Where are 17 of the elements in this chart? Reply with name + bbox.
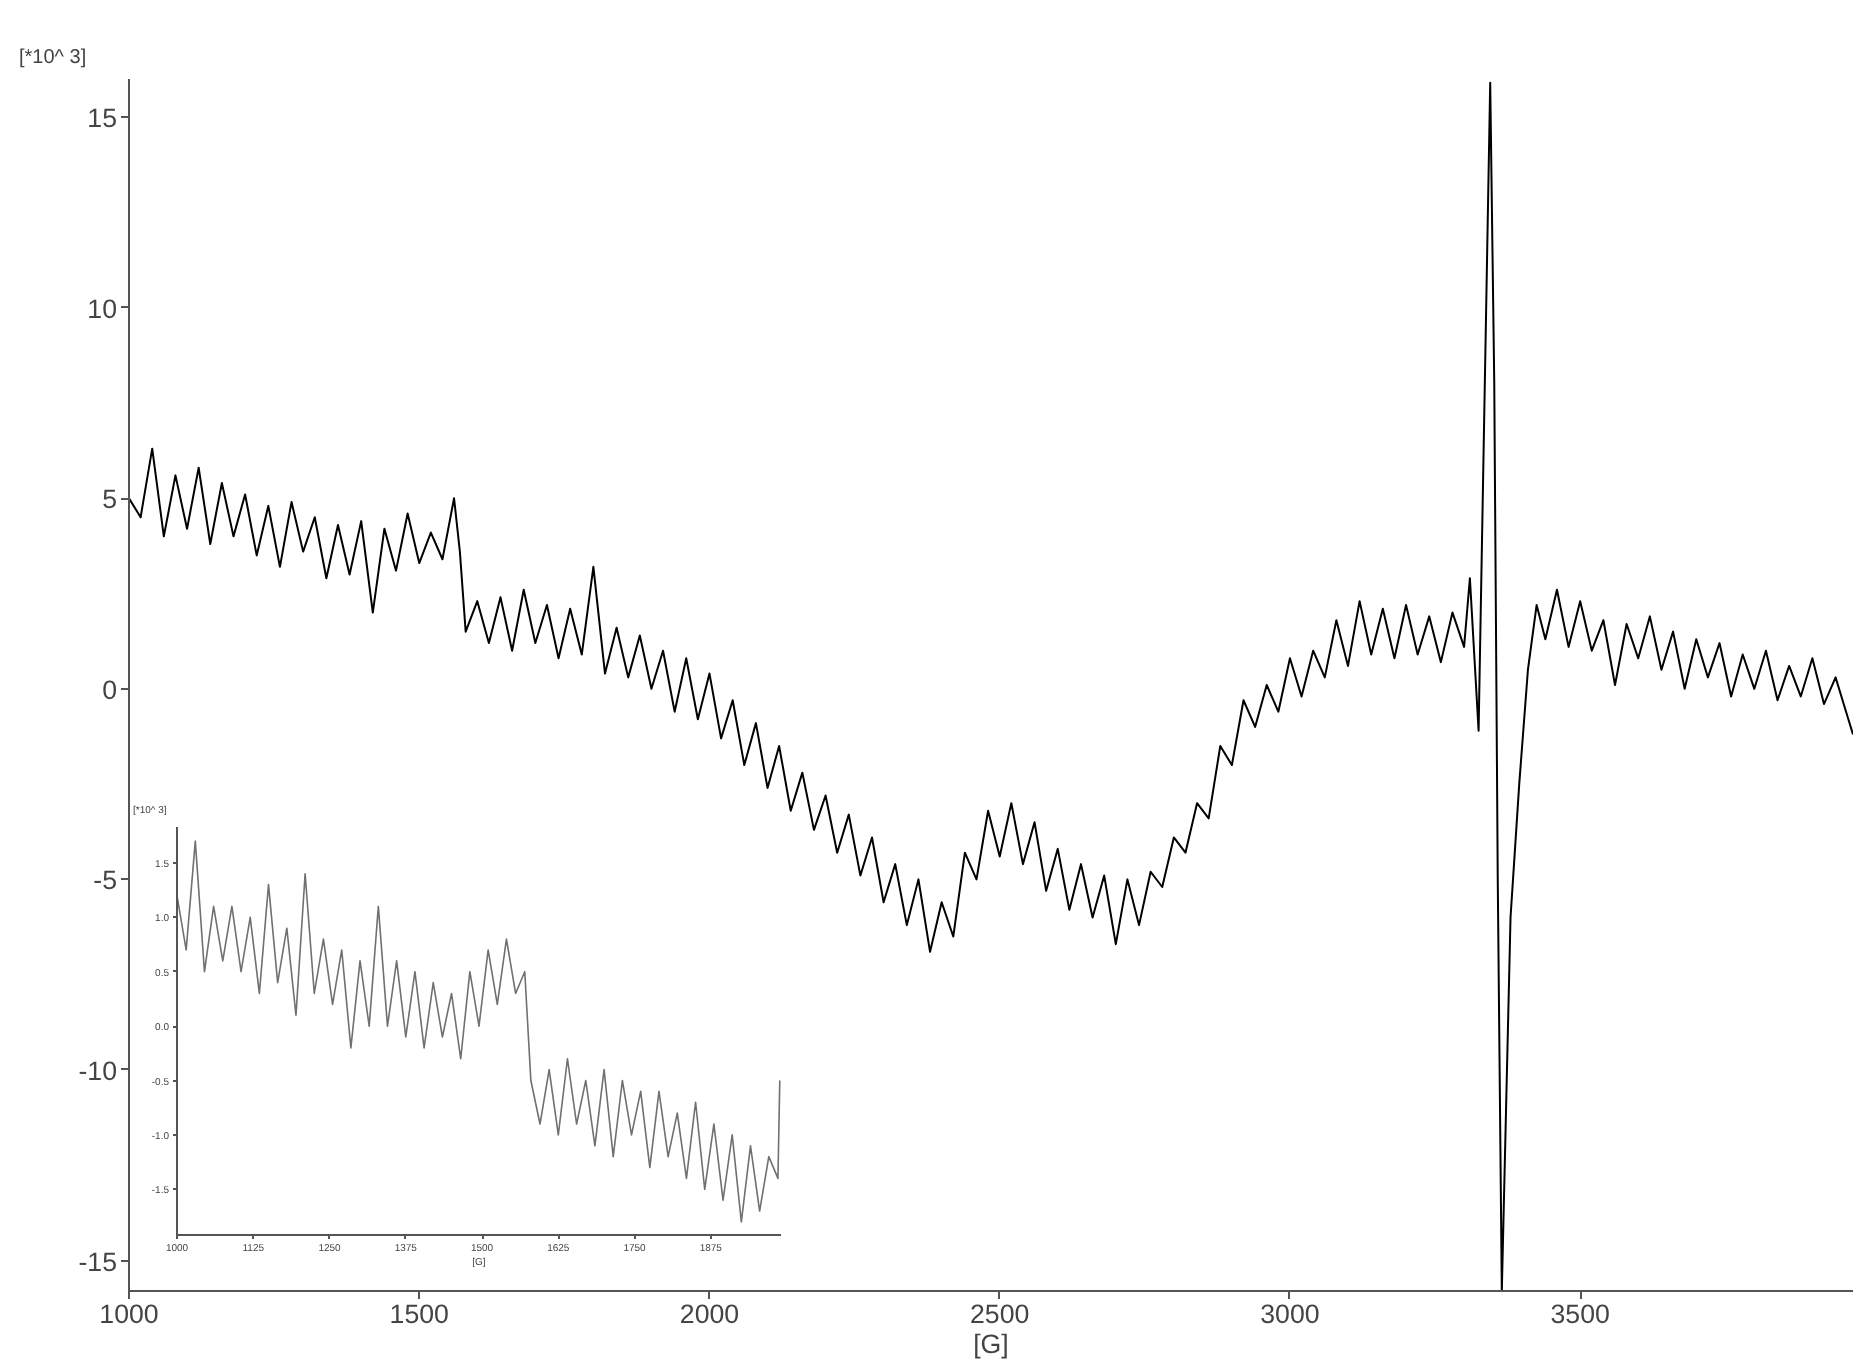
y-tick-label: -15 [78, 1246, 117, 1277]
x-tick-label: 2000 [679, 1299, 740, 1329]
x-tick-label: 2500 [970, 1299, 1030, 1329]
x-tick-label: 1000 [99, 1299, 159, 1329]
line-series [177, 840, 781, 1223]
y-tick-label: -5 [93, 865, 118, 896]
y-tick-label: 5 [102, 484, 118, 515]
y-axis-title: [*10^ 3] [19, 47, 87, 69]
line-series [129, 81, 1853, 1291]
x-axis-title: [G] [973, 1329, 1009, 1359]
x-tick-label: 1500 [389, 1299, 449, 1329]
x-tick-label: 3000 [1260, 1299, 1320, 1329]
y-tick-label: 0 [102, 674, 118, 705]
y-tick-label: 15 [87, 103, 118, 134]
x-tick-label: 3500 [1550, 1299, 1610, 1329]
y-tick-label: -10 [78, 1055, 117, 1086]
y-tick-label: 10 [87, 293, 118, 324]
